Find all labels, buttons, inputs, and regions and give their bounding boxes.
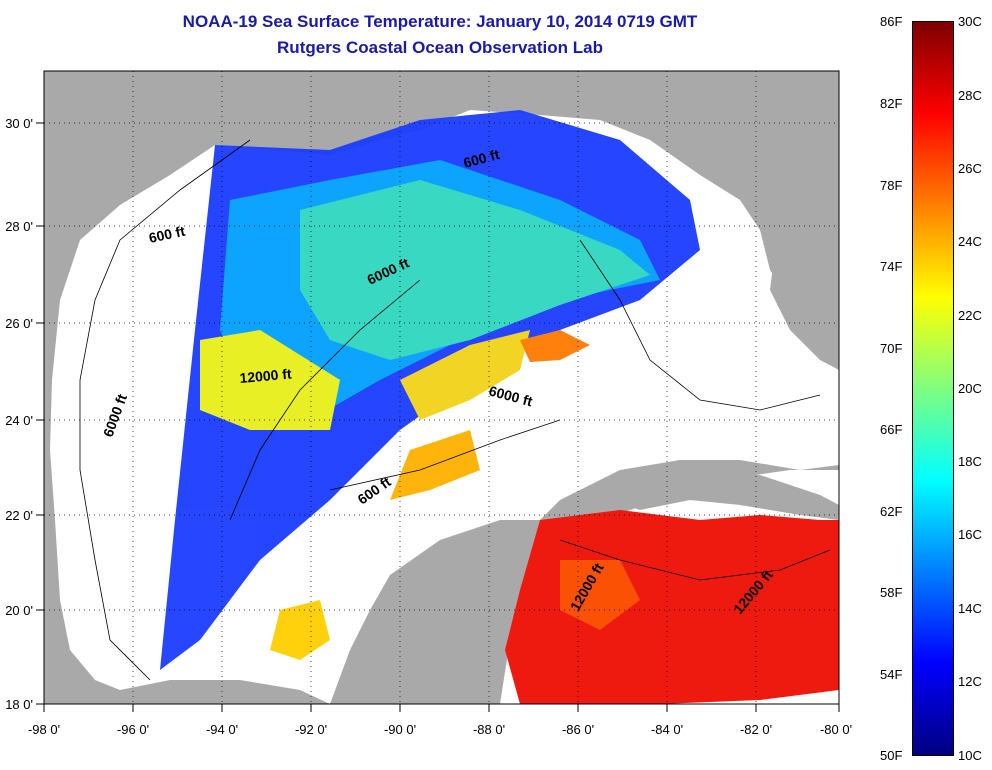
colorbar-c-label: 20C [958,381,982,396]
lat-tick-label: 30 0' [5,116,33,131]
colorbar-c-label: 10C [958,748,982,763]
map-frame [43,70,840,705]
contour-label: 600 ft [147,223,186,246]
colorbar-c-label: 30C [958,14,982,29]
colorbar-f-label: 70F [880,341,903,356]
colorbar-f-label: 78F [880,178,903,193]
lon-tick-label: -82 0' [740,722,772,737]
colorbar-f-label: 66F [880,422,903,437]
lat-tick-label: 18 0' [5,697,33,712]
colorbar-f-label: 74F [880,259,903,274]
lon-tick-label: -98 0' [28,722,60,737]
lon-tick-label: -84 0' [651,722,683,737]
lat-tick-label: 22 0' [5,508,33,523]
lat-tick-label: 20 0' [5,603,33,618]
lon-tick-label: -86 0' [562,722,594,737]
colorbar-c-label: 14C [958,601,982,616]
colorbar-c-label: 28C [958,88,982,103]
lat-tick-label: 26 0' [5,316,33,331]
colorbar-f-label: 58F [880,585,903,600]
colorbar-f-label: 50F [880,748,903,763]
lon-tick-label: -80 0' [820,722,852,737]
colorbar-f-label: 54F [880,667,903,682]
colorbar-f-label: 82F [880,96,903,111]
tick-marks [36,122,840,712]
lon-tick-label: -96 0' [117,722,149,737]
colorbar-c-label: 24C [958,234,982,249]
colorbar-c-label: 22C [958,308,982,323]
colorbar-c-label: 16C [958,527,982,542]
yucatan [330,520,540,704]
map-subtitle: Rutgers Coastal Ocean Observation Lab [277,38,603,57]
bathymetry-contours [79,139,831,681]
colorbar-f-label: 86F [880,14,903,29]
colorbar-c-label: 26C [958,161,982,176]
lon-tick-label: -90 0' [384,722,416,737]
sst-swath [160,110,700,670]
contour-label: 12000 ft [239,365,293,386]
cuba [610,470,839,520]
lon-tick-label: -94 0' [206,722,238,737]
lon-tick-label: -92 0' [295,722,327,737]
colorbar-c-label: 18C [958,454,982,469]
florida [770,85,839,360]
lat-tick-label: 24 0' [5,413,33,428]
lat-tick-label: 28 0' [5,219,33,234]
colorbar-c-label: 12C [958,674,982,689]
colorbar-f-label: 62F [880,504,903,519]
caribbean-warm-sst [505,510,839,704]
grid [44,71,839,704]
map-title: NOAA-19 Sea Surface Temperature: January… [182,12,698,31]
temperature-colorbar [912,21,954,756]
sst-map: 600 ft 6000 ft 12000 ft 6000 ft 600 ft 6… [5,70,852,737]
lon-tick-label: -88 0' [473,722,505,737]
